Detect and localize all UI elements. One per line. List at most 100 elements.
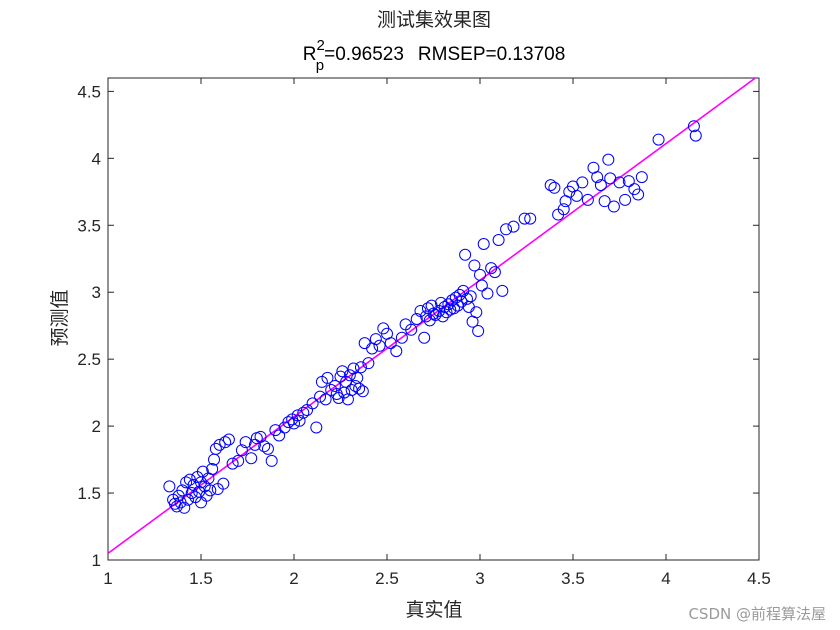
data-point [594, 179, 607, 192]
data-point [176, 484, 189, 497]
x-axis-label: 真实值 [405, 599, 462, 621]
data-point [293, 414, 306, 427]
data-point [477, 238, 490, 251]
data-point [689, 129, 702, 142]
data-point [180, 476, 193, 489]
data-point [548, 181, 561, 194]
data-point [232, 454, 245, 467]
x-tick-label: 2.5 [375, 569, 399, 588]
data-point [613, 176, 626, 189]
data-point [632, 188, 645, 201]
data-point [261, 442, 274, 455]
data-point [459, 248, 472, 261]
data-point [314, 390, 327, 403]
data-point [496, 284, 509, 297]
r-symbol: R [303, 44, 317, 65]
data-point [492, 234, 505, 247]
data-point [427, 307, 440, 320]
chart-subtitle: R2 p=0.96523 RMSEP=0.13708 [303, 37, 566, 74]
x-tick-label: 3 [475, 569, 484, 588]
data-point [557, 203, 570, 216]
data-point [475, 279, 488, 292]
data-point [353, 382, 366, 395]
data-point [619, 193, 632, 206]
data-point [576, 176, 589, 189]
data-point [226, 457, 239, 470]
data-point [598, 195, 611, 208]
data-point [204, 484, 217, 497]
r-value: =0.96523 [324, 44, 404, 65]
data-point [622, 175, 635, 188]
data-point [354, 361, 367, 374]
data-point [436, 310, 449, 323]
data-point [248, 438, 261, 451]
data-point [310, 421, 323, 434]
x-axis-ticks: 1 1.5 2 2.5 3 3.5 4 4.5 [103, 78, 771, 588]
data-point [434, 296, 447, 309]
y-axis-label: 预测值 [49, 289, 71, 346]
x-tick-label: 2 [289, 569, 298, 588]
data-point [273, 429, 286, 442]
data-point [163, 480, 176, 493]
data-point [472, 325, 485, 338]
data-point [217, 477, 230, 490]
data-point [488, 266, 501, 279]
data-point [222, 433, 235, 446]
rmsep-value: RMSEP=0.13708 [418, 44, 565, 65]
y-tick-label: 3.5 [77, 216, 101, 235]
data-point [356, 385, 369, 398]
data-point [570, 189, 583, 202]
data-point [219, 436, 232, 449]
y-tick-label: 1.5 [77, 484, 101, 503]
x-tick-label: 1.5 [189, 569, 213, 588]
y-tick-label: 2 [92, 417, 101, 436]
data-point [258, 440, 271, 453]
data-point [438, 300, 451, 313]
data-point [485, 262, 498, 275]
data-point [518, 212, 531, 225]
data-point [373, 339, 386, 352]
data-point [581, 193, 594, 206]
data-point [369, 333, 382, 346]
data-point [687, 120, 700, 133]
data-point [420, 310, 433, 323]
data-point [328, 379, 341, 392]
data-point [544, 179, 557, 192]
data-point [213, 438, 226, 451]
data-point [440, 306, 453, 319]
data-point [652, 133, 665, 146]
data-point [429, 308, 442, 321]
data-point [405, 323, 418, 336]
data-point [235, 444, 248, 457]
data-point [524, 212, 537, 225]
data-point [410, 313, 423, 325]
data-point [343, 369, 356, 382]
data-point [288, 417, 300, 430]
y-tick-label: 4.5 [77, 82, 101, 101]
y-tick-label: 2.5 [77, 350, 101, 369]
data-point [291, 409, 304, 422]
chart-title: 测试集效果图 [377, 9, 491, 31]
r-subscript: p [316, 57, 324, 74]
y-tick-label: 3 [92, 283, 101, 302]
x-tick-label: 4 [661, 569, 670, 588]
fit-line [108, 78, 757, 554]
data-point [507, 220, 520, 233]
x-tick-label: 3.5 [561, 569, 585, 588]
data-point [384, 337, 397, 350]
data-point [245, 452, 258, 465]
data-point [362, 357, 375, 370]
data-point [185, 487, 198, 500]
data-point [206, 462, 219, 475]
y-axis-ticks: 1 1.5 2 2.5 3 3.5 4 4.5 [77, 82, 759, 570]
data-point [460, 292, 473, 305]
data-point [390, 345, 403, 358]
data-point [607, 200, 620, 213]
data-point [418, 331, 431, 344]
data-point [319, 393, 332, 406]
data-point [468, 259, 481, 272]
y-tick-label: 4 [92, 149, 101, 168]
data-point [481, 287, 494, 300]
data-point [209, 442, 222, 455]
watermark: CSDN @前程算法屋 [688, 605, 826, 623]
